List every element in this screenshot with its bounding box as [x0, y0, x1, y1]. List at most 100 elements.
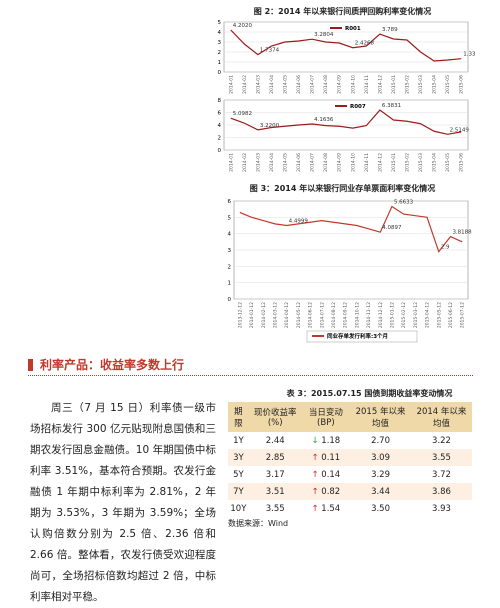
value-label: 2.4268: [355, 41, 375, 47]
figure-3: 0 1 2 3 4 5 6 2013-12-12 2014-01-12 2014-02-12 201…: [228, 199, 472, 343]
table-cell: ↓ 1.18: [311, 435, 341, 446]
y-tick-label: 4: [218, 123, 222, 129]
y-tick-label: 2: [218, 50, 222, 56]
x-tick-label: 2014-10: [350, 153, 356, 172]
x-tick-label: 2015-03-12: [413, 302, 419, 328]
x-tick-label: 2014-05-12: [296, 302, 302, 328]
value-label: 4.1636: [314, 117, 334, 123]
legend-box: [306, 330, 418, 343]
x-tick-label: 2013-12-12: [237, 302, 243, 328]
x-tick-label: 2014-11: [364, 153, 370, 172]
x-tick-label: 2015-02: [405, 75, 411, 94]
paragraph: 周三（7 月 15 日）利率债一级市场招标发行 300 亿元贴现附息国债和三期农…: [30, 402, 216, 603]
x-tick-label: 2015-01-12: [389, 302, 395, 328]
value-label: 5.6633: [394, 199, 414, 205]
value-label: 1.3336: [463, 52, 475, 58]
x-tick-label: 2014-01-12: [249, 302, 255, 328]
table-cell: 3.09: [350, 449, 412, 466]
x-tick-label: 2014-03: [255, 153, 261, 172]
x-tick-label: 2014-06: [296, 153, 302, 172]
x-tick-label: 2014-03: [255, 75, 261, 94]
value-label: 1.7374: [260, 48, 280, 54]
x-tick-label: 2014-04-12: [284, 302, 290, 328]
x-tick-label: 2015-04: [432, 75, 438, 94]
x-tick-label: 2014-08-12: [331, 302, 337, 328]
y-tick-label: 6: [218, 111, 222, 117]
value-label: 3.2200: [260, 123, 280, 129]
figure-title: 图 3：2014 年以来银行同业存单票面利率变化情况: [249, 184, 436, 193]
y-tick-label: 8: [218, 98, 222, 104]
table-cell: 2.85: [248, 449, 302, 466]
x-tick-label: 2014-11: [364, 75, 370, 94]
table-cell: ↑ 0.11: [301, 449, 351, 466]
section-title: 利率产品：收益率多数上行: [28, 356, 473, 376]
x-tick-label: 2014-04: [269, 153, 275, 172]
y-tick-label: 2: [218, 136, 222, 142]
x-tick-label: 2015-05: [445, 153, 451, 172]
x-tick-label: 2015-05: [445, 75, 451, 94]
x-tick-label: 2014-11-12: [366, 302, 372, 328]
table-cell: 3.86: [411, 483, 472, 500]
value-label: 3.2804: [314, 32, 334, 38]
figure-title: 图 2：2014 年以来银行间质押回购利率变化情况: [253, 7, 432, 16]
x-tick-label: 2015-01: [391, 153, 397, 172]
legend-label: 同业存单发行利率:3个月: [327, 332, 388, 340]
legend-label: R001: [345, 26, 361, 32]
value-label: 2.9: [441, 245, 450, 251]
x-tick-label: 2015-06: [459, 75, 465, 94]
x-tick-label: 2015-04: [432, 153, 438, 172]
x-tick-label: 2014-12-12: [378, 302, 384, 328]
table-cell: 10Y: [230, 503, 247, 514]
series-line: [230, 29, 462, 62]
table-cell: 7Y: [228, 483, 249, 500]
x-tick-label: 2014-05: [283, 75, 289, 94]
table-cell: 3.55: [265, 503, 285, 514]
y-tick-label: 6: [228, 199, 232, 205]
table-header: 期限: [228, 402, 249, 432]
x-tick-label: 2014-05: [283, 153, 289, 172]
figure-2: 0 1 2 3 4 5 2014-01 2014-02 2014-03 2014-04 2014-0…: [218, 20, 476, 172]
value-label: 5.0982: [233, 111, 252, 117]
table-cell: 2.44: [265, 435, 285, 446]
table: 期限 现价收益率(%) 当日变动(BP) 2015 年以来均值 2014 年以来均值 1Y…: [228, 402, 472, 517]
x-tick-label: 2014-09: [337, 153, 343, 172]
y-tick-label: 5: [228, 215, 232, 221]
y-tick-label: 5: [218, 20, 222, 26]
x-tick-label: 2015-07-12: [460, 302, 466, 328]
table-cell: ↑ 0.82: [301, 483, 351, 500]
y-tick-label: 3: [228, 248, 232, 254]
y-tick-label: 1: [228, 281, 232, 287]
table-cell: 3.72: [432, 469, 451, 480]
table-cell: 2.70: [371, 435, 390, 446]
table-cell: 3.22: [432, 435, 451, 446]
x-tick-label: 2014-03-12: [272, 302, 278, 328]
table-header: 现价收益率(%): [248, 402, 302, 432]
x-tick-label: 2014-08: [323, 75, 329, 94]
x-tick-label: 2014-06-12: [308, 302, 314, 328]
table-title: 表 3：2015.07.15 国债到期收益率变动情况: [286, 389, 453, 398]
y-tick-label: 0: [218, 70, 222, 76]
x-tick-label: 2014-09: [337, 75, 343, 94]
x-tick-label: 2014-07: [310, 75, 316, 94]
y-tick-label: 2: [228, 264, 232, 270]
x-tick-label: 2015-05-12: [436, 302, 442, 328]
x-tick-label: 2014-01: [228, 75, 234, 94]
x-tick-label: 2014-06: [296, 75, 302, 94]
x-tick-label: 2014-04: [269, 75, 275, 94]
table-header: 2015 年以来均值: [350, 402, 412, 432]
table-cell: 5Y: [233, 469, 244, 480]
table-cell: 1Y: [233, 435, 244, 446]
x-tick-label: 2014-12: [377, 153, 383, 172]
table-header: 当日变动(BP): [301, 402, 351, 432]
table-header: 2014 年以来均值: [411, 402, 472, 432]
series-line: [239, 205, 463, 253]
source: 数据来源：Wind: [228, 519, 289, 528]
x-tick-label: 2014-12: [377, 75, 383, 94]
value-label: 4.0897: [382, 225, 402, 231]
table-cell: 3.51: [248, 483, 302, 500]
table-cell: 3.93: [432, 503, 451, 514]
x-tick-label: 2015-01: [391, 75, 397, 94]
value-label: 6.3831: [382, 103, 401, 109]
x-tick-label: 2015-04-12: [425, 302, 431, 328]
value-label: 3.8188: [452, 230, 472, 236]
